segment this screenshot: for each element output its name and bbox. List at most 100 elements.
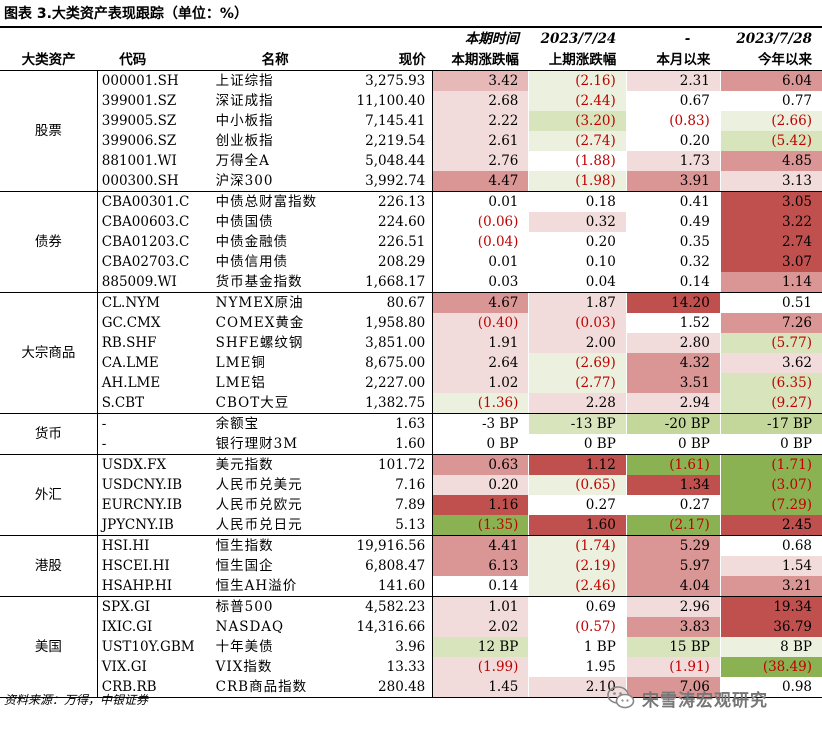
- prev-change-cell: (2.74): [528, 131, 627, 151]
- prev-change-cell: -13 BP: [528, 413, 627, 434]
- change-cell: 4.47: [432, 171, 530, 192]
- price-cell: 3.96: [353, 637, 434, 657]
- price-cell: 2,219.54: [353, 131, 434, 151]
- name-cell: SHFE螺纹钢: [215, 334, 304, 351]
- prev-change-cell: 1 BP: [528, 637, 627, 657]
- change-cell: -3 BP: [432, 413, 530, 434]
- code-cell: S.CBT: [97, 393, 212, 414]
- code-cell: CBA00603.C: [101, 213, 190, 230]
- ytd-cell: 0.51: [720, 292, 822, 313]
- month-cell: 2.94: [626, 393, 721, 414]
- name-cell: 创业板指: [215, 132, 274, 149]
- name-cell: 沪深300: [211, 171, 354, 192]
- price-cell: 7.89: [353, 495, 434, 515]
- ytd-cell: 2.45: [720, 515, 822, 536]
- change-cell: 2.02: [432, 617, 530, 637]
- ytd-cell: 3.62: [720, 353, 822, 373]
- prev-change-cell: (0.03): [528, 313, 627, 333]
- price-cell: 6,808.47: [353, 556, 434, 576]
- code-cell: IXIC.GI: [101, 618, 153, 635]
- header-ytd-date: 2023/7/28: [736, 30, 812, 47]
- price-cell: 280.48: [353, 677, 434, 698]
- ytd-cell: (5.77): [720, 333, 822, 353]
- code-cell: 399001.SZ: [101, 92, 177, 109]
- month-cell: 0.41: [626, 191, 721, 212]
- change-cell: 2.22: [432, 111, 530, 131]
- table-row: GC.CMX COMEX黄金 1,958.80 (0.40) (0.03) 1.52 7.2…: [0, 313, 822, 333]
- category-cell: 外汇: [0, 454, 98, 536]
- table-title: 图表 3.大类资产表现跟踪（单位：%）: [4, 6, 248, 22]
- table-row: 399006.SZ 创业板指 2,219.54 2.61 (2.74) 0.20 (5.42…: [0, 131, 822, 151]
- name-cell: NASDAQ: [215, 618, 285, 635]
- prev-change-cell: (2.19): [528, 556, 627, 576]
- name-cell: 余额宝: [215, 415, 260, 432]
- month-cell: 3.83: [626, 617, 721, 637]
- price-cell: 7,145.41: [353, 111, 434, 131]
- prev-change-cell: (2.44): [528, 91, 627, 111]
- price-cell: 226.13: [353, 191, 434, 212]
- price-cell: 208.29: [353, 252, 434, 272]
- change-cell: 1.45: [432, 677, 530, 698]
- code-cell: -: [97, 434, 212, 455]
- month-cell: 14.20: [626, 292, 721, 313]
- price-cell: 226.51: [353, 232, 434, 252]
- table-row: CA.LME LME铜 8,675.00 2.64 (2.69) 4.32 3.62: [0, 353, 822, 373]
- name-cell: 深证成指: [215, 92, 274, 109]
- header-prev-date: 2023/7/24: [540, 30, 617, 47]
- month-cell: 5.97: [626, 556, 721, 576]
- category-cell: 货币: [0, 413, 98, 455]
- month-cell: -20 BP: [626, 413, 721, 434]
- prev-change-cell: (1.74): [528, 535, 627, 556]
- name-cell: 中债金融债: [215, 233, 289, 250]
- change-cell: 4.41: [432, 535, 530, 556]
- code-cell: UST10Y.GBM: [101, 638, 195, 655]
- code-cell: JPYCNY.IB: [97, 515, 212, 536]
- prev-change-cell: 2.00: [528, 333, 627, 353]
- month-cell: 2.31: [626, 70, 721, 91]
- month-cell: 3.51: [626, 373, 721, 393]
- price-cell: 1.63: [353, 413, 434, 434]
- prev-change-cell: 1.12: [528, 454, 627, 475]
- change-cell: 0.03: [432, 272, 530, 293]
- name-cell: 人民币兑美元: [215, 476, 303, 493]
- name-cell: 上证综指: [215, 72, 274, 89]
- price-cell: 7.16: [353, 475, 434, 495]
- table-row: HSCEI.HI 恒生国企 6,808.47 6.13 (2.19) 5.97 1.54: [0, 556, 822, 576]
- price-cell: 141.60: [353, 576, 434, 597]
- table-row: 399005.SZ 中小板指 7,145.41 2.22 (3.20) (0.83) (2.…: [0, 111, 822, 131]
- prev-change-cell: 0.27: [528, 495, 627, 515]
- prev-change-cell: (1.88): [528, 151, 627, 171]
- code-cell: RB.SHF: [101, 334, 157, 351]
- month-cell: 2.96: [626, 596, 721, 617]
- header-prev: 上期涨跌幅: [528, 49, 627, 71]
- ytd-cell: 0.77: [720, 91, 822, 111]
- name-cell: 人民币兑日元: [211, 515, 354, 536]
- month-cell: 7.06: [626, 677, 721, 698]
- source-note: 资料来源：万得，中银证券: [4, 693, 149, 707]
- code-cell: HSAHP.HI: [97, 576, 212, 597]
- name-cell: 中债总财富指数: [215, 193, 318, 210]
- change-cell: 3.42: [432, 70, 530, 91]
- change-cell: 6.13: [432, 556, 530, 576]
- table-row: 外汇 USDX.FX 美元指数 101.72 0.63 1.12 (1.61) (1.71): [0, 454, 822, 536]
- prev-change-cell: 0.69: [528, 596, 627, 617]
- prev-change-cell: 0 BP: [528, 434, 627, 455]
- header-price: 现价: [353, 49, 433, 71]
- table-row: 399001.SZ 深证成指 11,100.40 2.68 (2.44) 0.67 0.77: [0, 91, 822, 111]
- table-row: RB.SHF SHFE螺纹钢 3,851.00 1.91 2.00 2.80 (5.77): [0, 333, 822, 353]
- ytd-cell: 36.79: [720, 617, 822, 637]
- table-row: 大宗商品 CL.NYM NYMEX原油 80.67 4.67 1.87 14.20 0.51: [0, 292, 822, 414]
- price-cell: 14,316.66: [353, 617, 434, 637]
- prev-change-cell: (2.69): [528, 353, 627, 373]
- code-cell: VIX.GI: [101, 658, 147, 675]
- code-cell: SPX.GI: [101, 598, 151, 615]
- table-row: - 银行理财3M 1.60 0 BP 0 BP 0 BP 0 BP: [0, 434, 822, 455]
- name-cell: 万得全A: [215, 152, 270, 169]
- code-cell: CBA02703.C: [101, 253, 190, 270]
- table-body: 股票 000001.SH 上证综指 3,275.93 3.42 (2.16) 2.31 6.0…: [0, 70, 822, 698]
- code-cell: USDCNY.IB: [101, 476, 183, 493]
- header-change-period: 本期时间: [464, 30, 519, 47]
- table-row: CRB.RB CRB商品指数 280.48 1.45 2.10 7.06 0.98: [0, 677, 822, 698]
- name-cell: NYMEX原油: [215, 294, 304, 311]
- ytd-cell: 6.04: [720, 70, 822, 91]
